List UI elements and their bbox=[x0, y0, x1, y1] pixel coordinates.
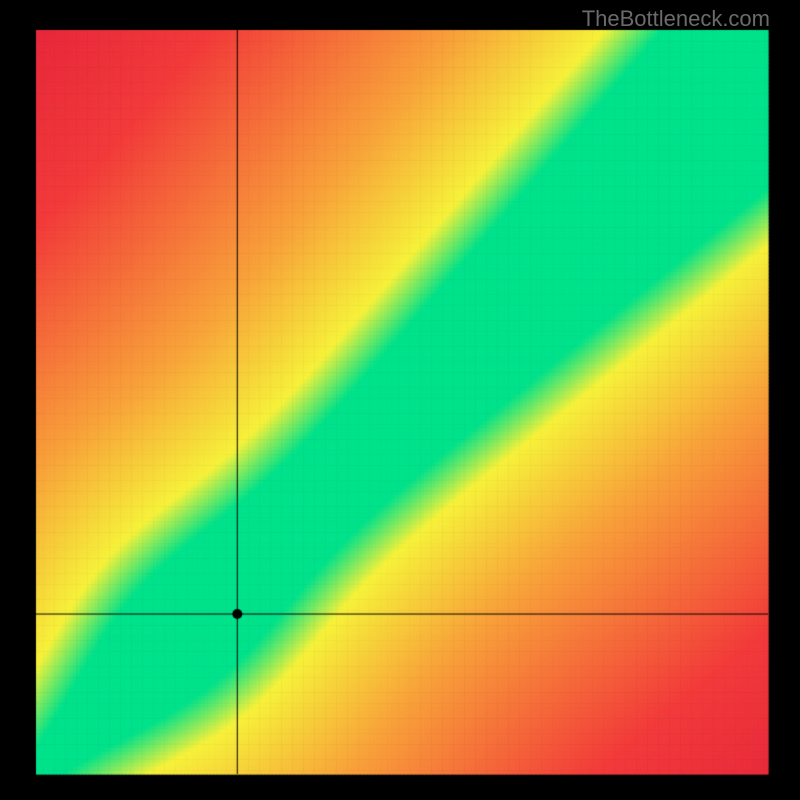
chart-container: TheBottleneck.com bbox=[0, 0, 800, 800]
watermark-text: TheBottleneck.com bbox=[582, 6, 770, 32]
bottleneck-heatmap bbox=[0, 0, 800, 800]
